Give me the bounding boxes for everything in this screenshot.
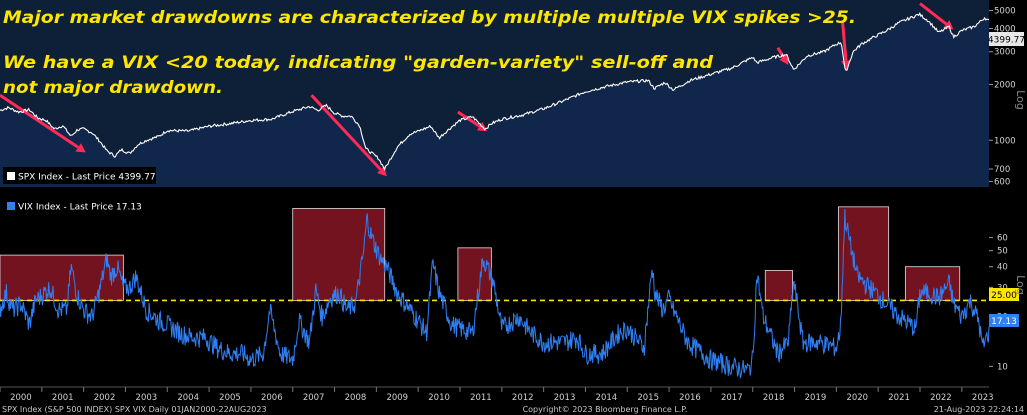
footer-series-info: SPX Index (S&P 500 INDEX) SPX VIX Daily …: [2, 405, 267, 414]
drawdown-arrow-head: [841, 60, 852, 70]
vix-last-price-tag: 17.13: [989, 314, 1019, 327]
spx-y-tick-label: 4000: [994, 25, 1016, 35]
x-axis-label: 2021: [888, 393, 910, 403]
vix-spike-box: [764, 269, 793, 301]
x-axis-label: 2018: [763, 393, 785, 403]
drawdown-arrow-shaft: [841, 22, 848, 61]
x-axis-label: 2017: [721, 393, 743, 403]
vix-panel: 102030405060 VIX Index - Last Price 17.1…: [0, 197, 1027, 380]
annotation-line-2: We have a VIX <20 today, indicating "gar…: [3, 53, 714, 73]
spx-panel: 600 700 1000 2000 3000 4000 5000 SPX Index - L…: [0, 0, 1027, 187]
vix-threshold-box: [989, 288, 1019, 301]
spx-area-fill: [0, 13, 989, 187]
x-axis-label: 2006: [261, 393, 283, 403]
x-axis-label: 2003: [136, 393, 158, 403]
x-axis-label: 2011: [470, 393, 492, 403]
spx-y-tick-label: 3000: [994, 48, 1016, 58]
vix-threshold-tag: 25.00: [989, 288, 1019, 301]
x-axis-label: 2007: [303, 393, 325, 403]
drawdown-arrow-head: [779, 54, 789, 65]
vix-legend-label: VIX Index - Last Price 17.13: [18, 203, 142, 213]
spx-y-tick-label: 5000: [994, 7, 1016, 17]
footer: SPX Index (S&P 500 INDEX) SPX VIX Daily …: [2, 405, 1024, 414]
spx-legend-swatch: [7, 172, 15, 180]
vix-spike-box: [904, 266, 961, 301]
x-axis-label: 2022: [930, 393, 952, 403]
x-axis-label: 2014: [596, 393, 618, 403]
spx-legend-label: SPX Index - Last Price 4399.77: [18, 173, 156, 183]
x-axis-label: 2009: [386, 393, 408, 403]
x-axis-label: 2010: [428, 393, 450, 403]
vix-y-tick-label: 10: [997, 362, 1008, 372]
x-axis-label: 2000: [10, 393, 32, 403]
drawdown-arrow-head: [75, 143, 86, 153]
vix-log-label: Log: [1014, 275, 1027, 295]
x-axis-label: 2016: [679, 393, 701, 403]
vix-y-tick-label: 40: [997, 263, 1008, 273]
panel-divider: [0, 188, 1027, 193]
footer-timestamp: 21-Aug-2023 22:24:14: [934, 405, 1024, 414]
vix-y-tick-label: 60: [997, 234, 1008, 244]
spx-legend-box: [3, 167, 156, 184]
x-axis-label: 2001: [52, 393, 74, 403]
drawdown-arrow-shaft: [0, 93, 80, 149]
annotation-line-1: Major market drawdowns are characterized…: [3, 8, 856, 28]
vix-spike-box: [457, 247, 492, 301]
spx-y-tick-label: 2000: [994, 80, 1016, 90]
x-axis: 2000 2001 2002 2003 2004 2005 2006 2007 2008 2009…: [0, 387, 994, 403]
vix-last-price-value: 17.13: [991, 317, 1017, 327]
drawdown-arrow-shaft: [919, 2, 948, 26]
x-axis-label: 2012: [512, 393, 534, 403]
vix-threshold-value: 25.00: [991, 291, 1017, 301]
spx-last-price-tag: 4399.77: [988, 32, 1025, 46]
spx-last-price-value: 4399.77: [988, 36, 1025, 46]
x-axis-label: 2013: [554, 393, 576, 403]
spx-log-label: Log: [1014, 90, 1027, 110]
vix-last-price-box: [989, 314, 1019, 327]
x-axis-label: 2019: [805, 393, 827, 403]
vix-spike-box: [838, 206, 890, 301]
vix-price-line: [0, 208, 990, 380]
x-axis-label: 2002: [94, 393, 116, 403]
spx-y-tick-label: 700: [994, 165, 1010, 175]
x-axis-label: 2020: [846, 393, 868, 403]
spx-last-price-box: [989, 32, 1024, 46]
x-axis-label: 2004: [177, 393, 199, 403]
spx-y-tick-label: 1000: [994, 136, 1016, 146]
annotation-line-3: not major drawdown.: [3, 78, 223, 98]
x-axis-label: 2023: [972, 393, 994, 403]
spx-y-axis: 600 700 1000 2000 3000 4000 5000: [989, 7, 1016, 187]
x-axis-label: 2008: [345, 393, 367, 403]
spx-legend[interactable]: SPX Index - Last Price 4399.77: [3, 167, 156, 184]
annotation: Major market drawdowns are characterized…: [3, 8, 856, 98]
x-axis-label: 2015: [637, 393, 659, 403]
vix-legend-box: [3, 197, 141, 214]
drawdown-arrow-head: [943, 20, 954, 30]
spx-price-line: [0, 11, 990, 171]
drawdown-arrow-shaft: [457, 110, 481, 128]
x-axis-label: 2005: [219, 393, 241, 403]
footer-copyright: Copyright© 2023 Bloomberg Finance L.P.: [523, 405, 688, 414]
spx-y-tick-label: 600: [994, 177, 1010, 187]
vix-y-tick-label: 50: [997, 247, 1008, 257]
vix-spike-box: [292, 208, 386, 301]
vix-legend[interactable]: VIX Index - Last Price 17.13: [3, 197, 142, 214]
vix-legend-swatch: [7, 202, 15, 210]
drawdown-arrow-shaft: [310, 94, 382, 171]
